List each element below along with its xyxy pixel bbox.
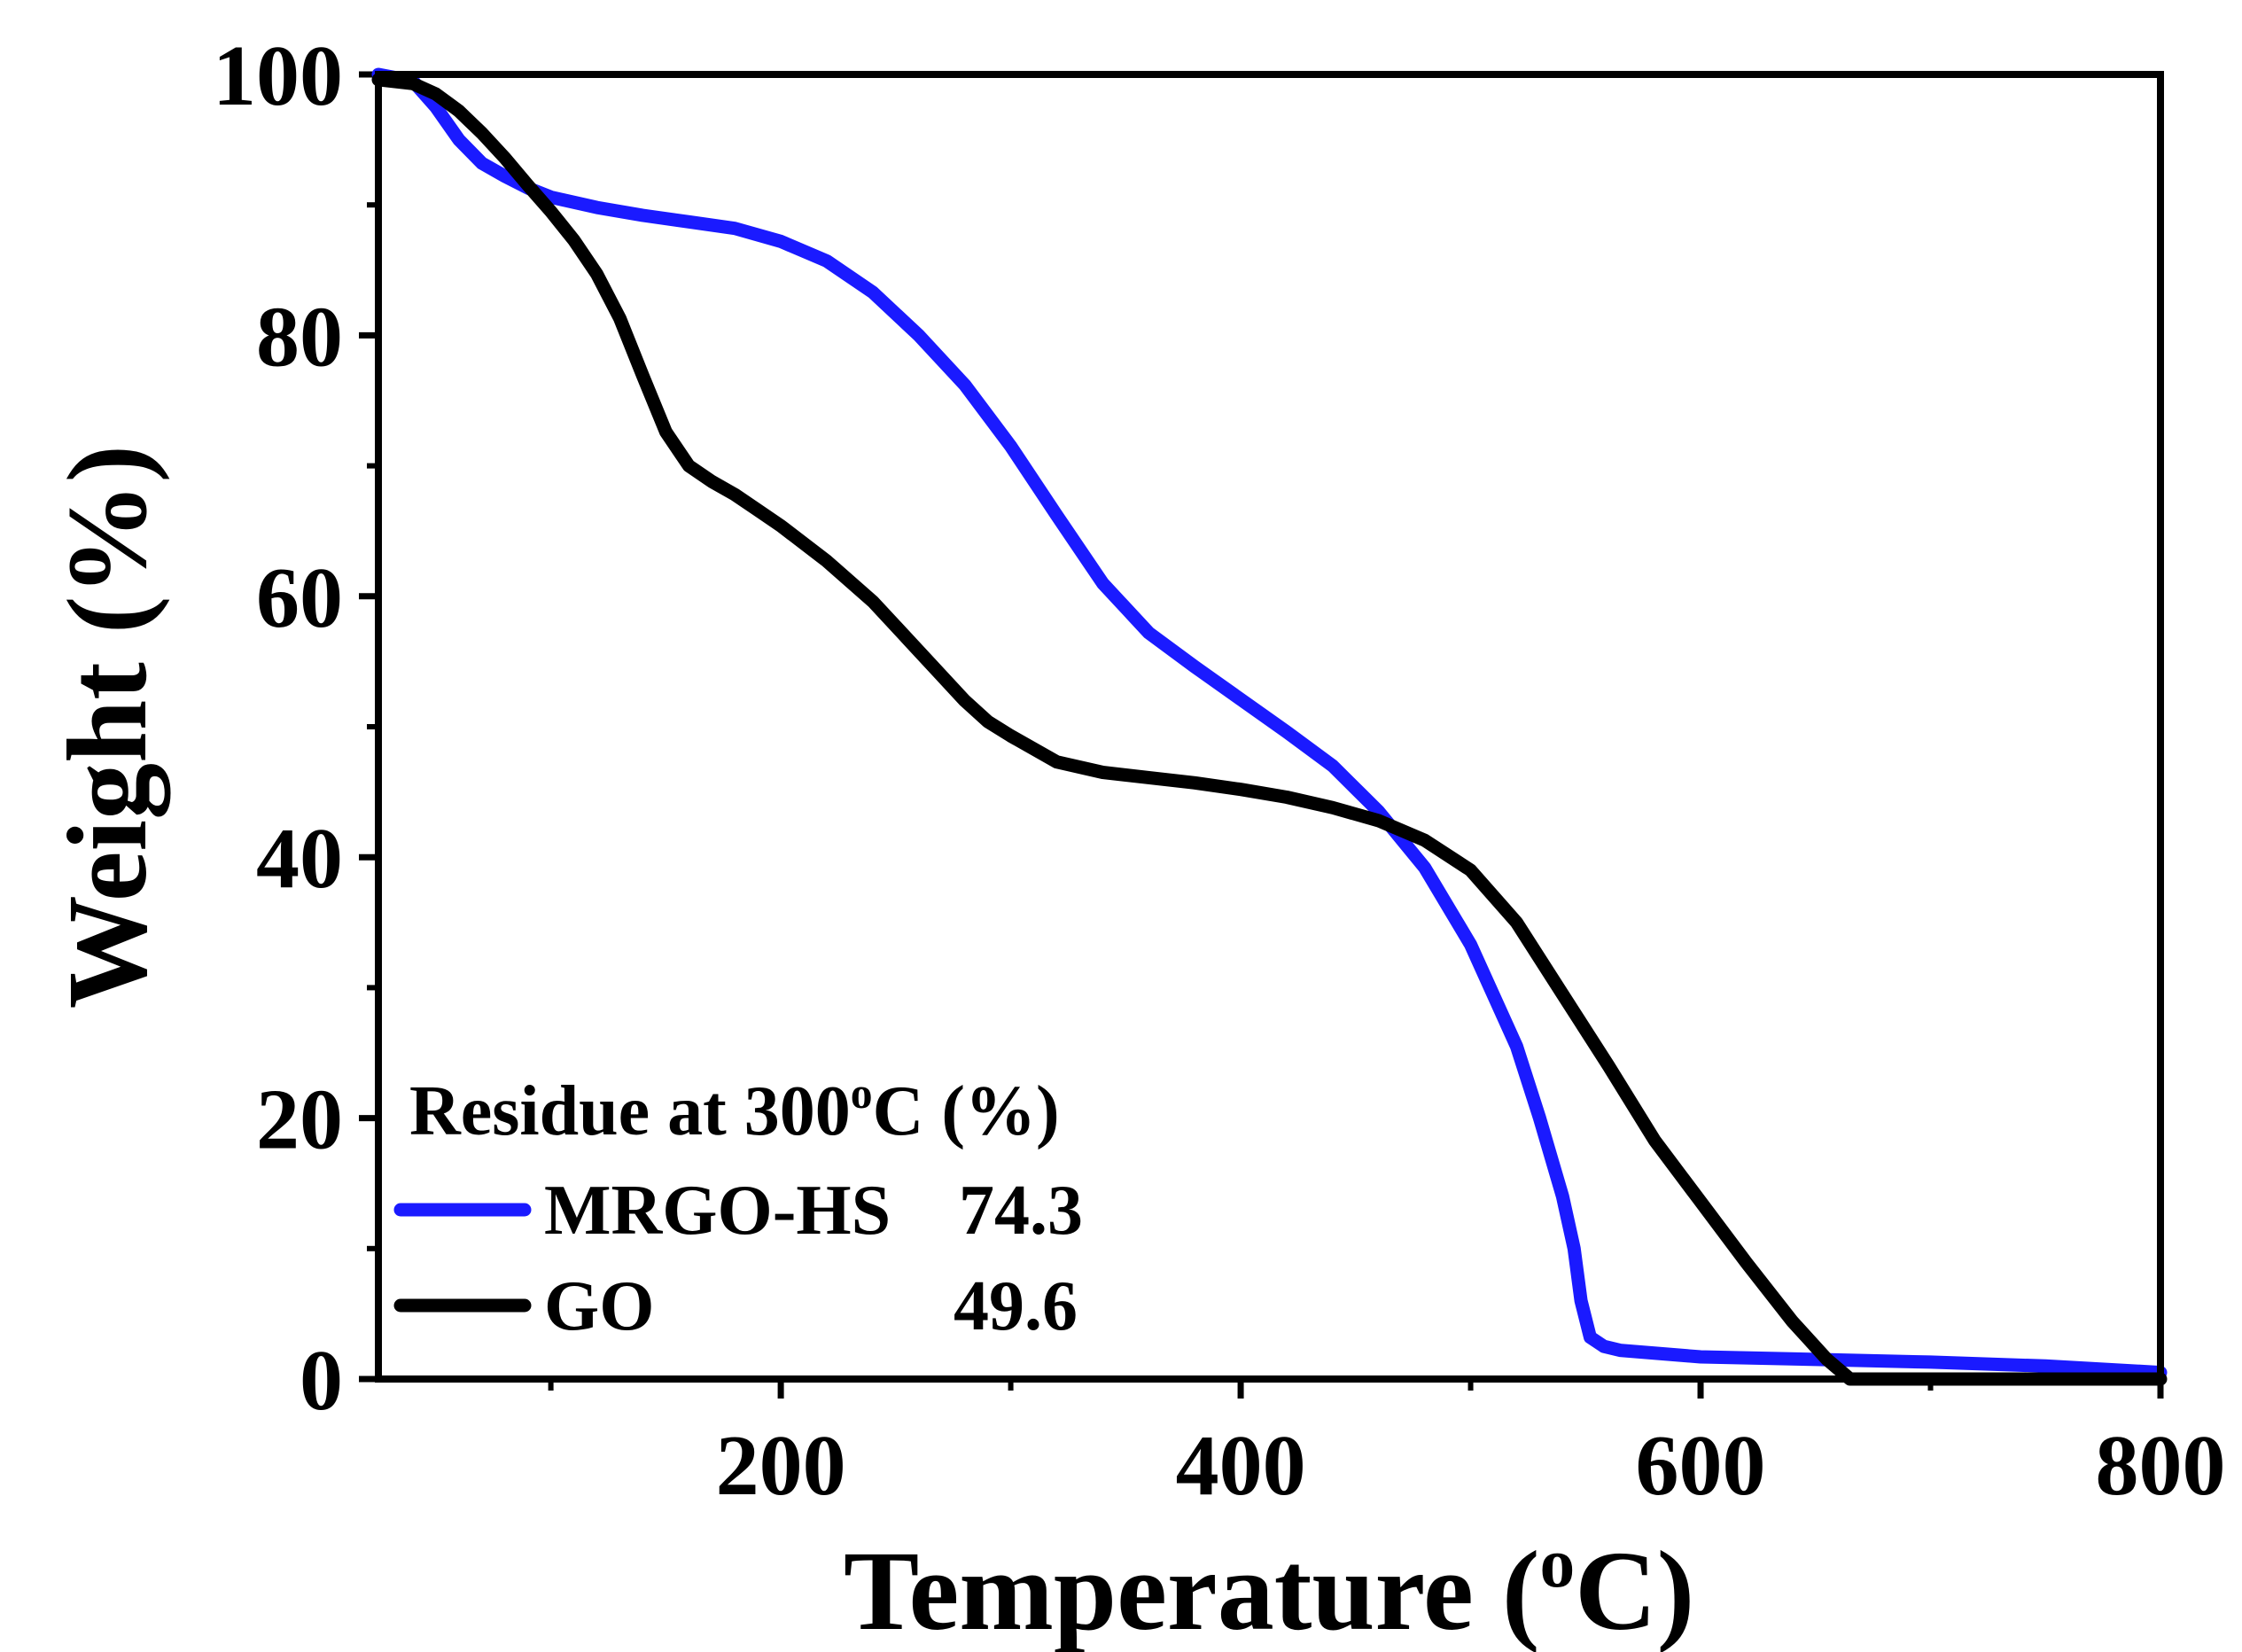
x-tick-label: 400: [1176, 1418, 1306, 1514]
legend-title: Residue at 300oC (%): [409, 1069, 1060, 1150]
y-tick-label: 20: [256, 1072, 343, 1168]
legend-value-go: 49.6: [954, 1267, 1078, 1345]
y-tick-label: 100: [213, 28, 343, 124]
x-tick-label: 600: [1636, 1418, 1766, 1514]
x-tick-label: 800: [2096, 1418, 2226, 1514]
y-axis-ticks: 0 20 40 60 80 100: [213, 28, 378, 1429]
y-tick-label: 0: [300, 1333, 343, 1429]
legend-value-mrgo-hs: 74.3: [959, 1172, 1083, 1250]
legend: Residue at 300oC (%) MRGO-HS 74.3 GO 49.…: [393, 1069, 1083, 1345]
x-tick-label: 200: [716, 1418, 846, 1514]
plot-series: [371, 67, 2168, 1386]
series-line-go: [371, 73, 2168, 1386]
y-tick-label: 80: [256, 289, 343, 385]
legend-label-go: GO: [544, 1267, 654, 1345]
plot-frame: [375, 71, 2164, 1383]
x-axis-label: Temperature (oC): [844, 1524, 1694, 1652]
y-axis-label: Weight (%): [44, 445, 170, 1009]
legend-label-mrgo-hs: MRGO-HS: [544, 1172, 891, 1250]
y-tick-label: 60: [256, 550, 343, 646]
y-tick-label: 40: [256, 811, 343, 907]
x-axis-ticks: 200 400 600 800: [548, 1379, 2226, 1514]
